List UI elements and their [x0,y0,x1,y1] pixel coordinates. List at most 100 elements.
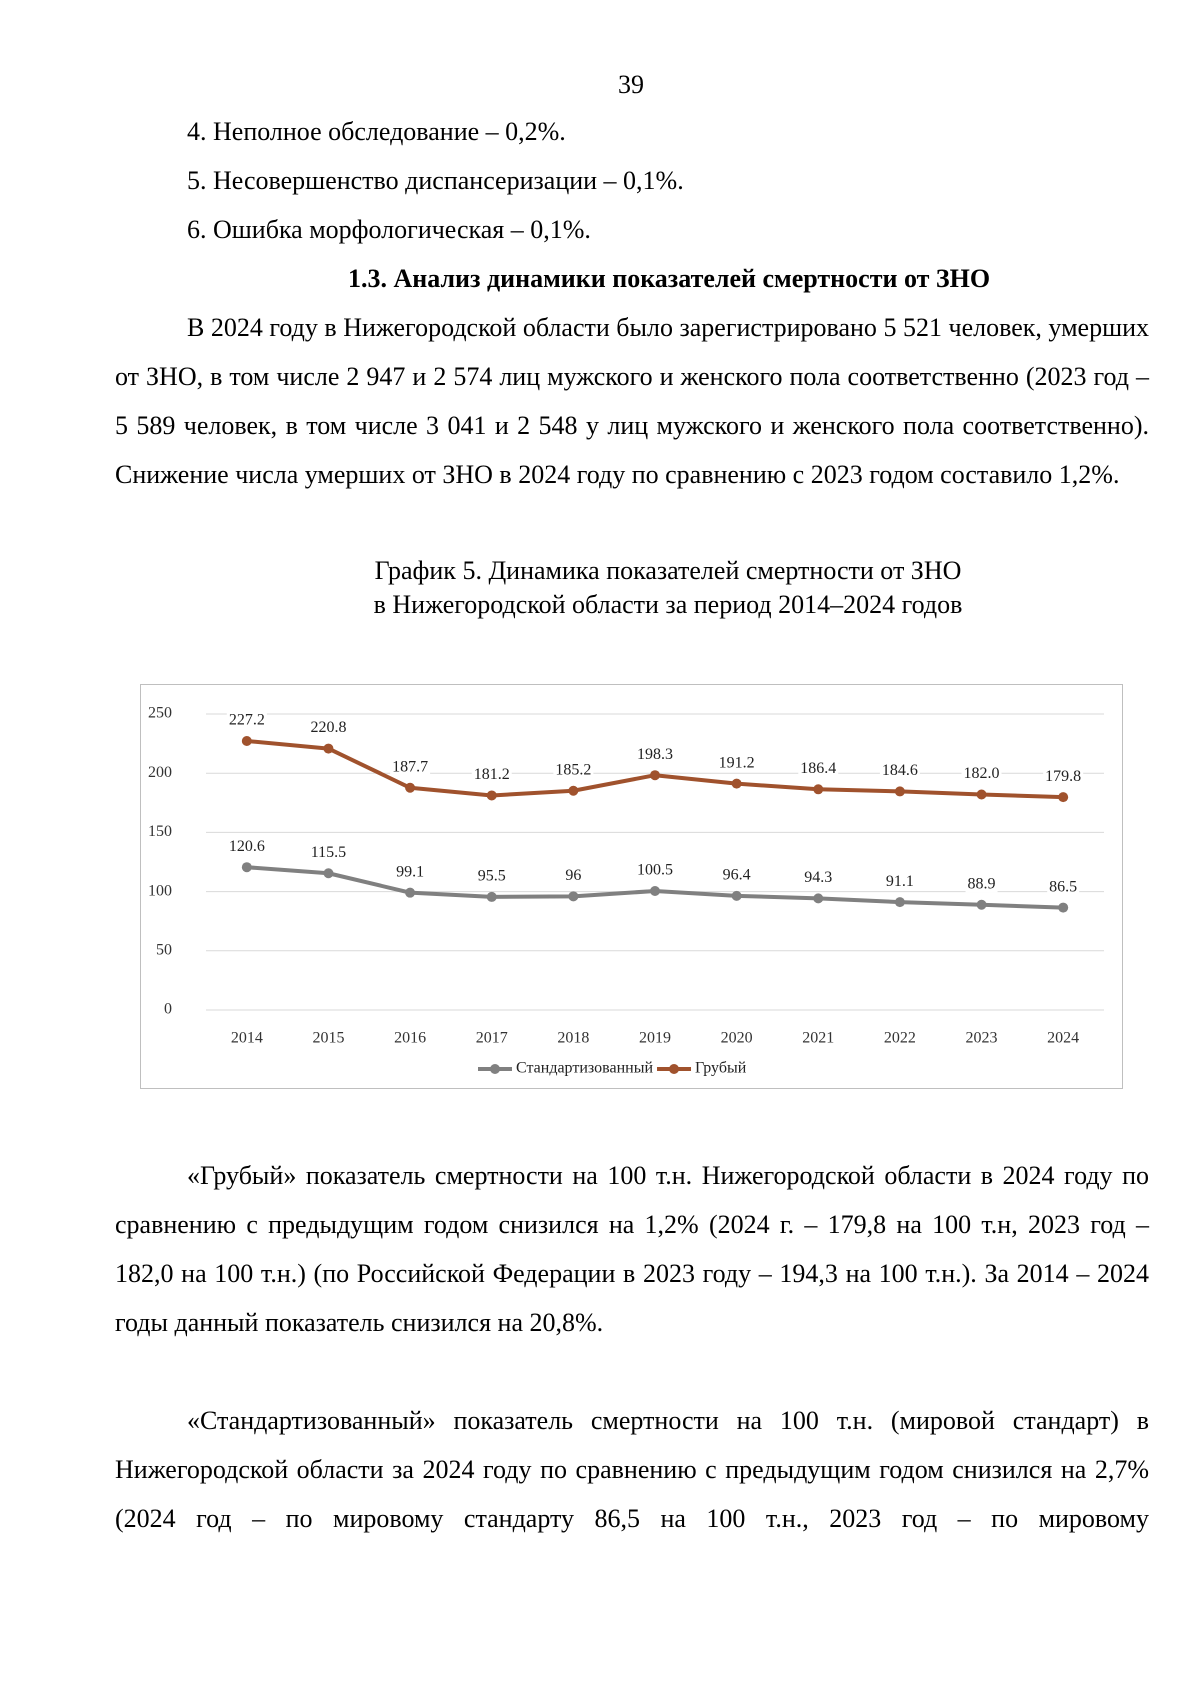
data-label-bg [394,863,427,881]
marker [323,743,334,754]
paragraph: «Стандартизованный» показатель смертност… [115,1406,1149,1533]
data-label-bg [798,759,839,777]
data-label: 86.5 [1049,878,1077,895]
x-tick-label: 2020 [721,1030,753,1047]
x-tick-label: 2017 [476,1030,508,1047]
data-label-bg [965,875,998,893]
marker [568,891,579,902]
data-label: 185.2 [555,761,591,778]
list-item: 4. Неполное обследование – 0,2%. [187,117,566,146]
section-heading: 1.3. Анализ динамики показателей смертно… [347,264,991,293]
data-label-bg [1047,878,1080,896]
data-label: 91.1 [886,873,914,890]
data-label-bg [1043,767,1084,785]
marker [976,789,987,800]
data-label: 181.2 [474,766,510,783]
caption: в Нижегородской области за период 2014–2… [373,590,963,619]
marker [894,897,905,908]
chart: 0 50 100 150 200 250 2014 2015 2016 2017 2018 2019 2… [140,684,1123,1089]
data-label: 95.5 [478,868,506,885]
data-label: 220.8 [310,719,346,736]
data-label-bg [226,711,267,729]
x-tick-label: 2014 [231,1030,263,1047]
x-tick-label: 2024 [1047,1030,1079,1047]
data-label: 115.5 [311,844,346,861]
data-label-bg [308,843,349,861]
data-label-bg [553,761,594,779]
data-label-bg [883,872,916,890]
y-tick-label: 150 [148,823,172,840]
data-label-bg [961,765,1002,783]
data-label-bg [802,869,835,887]
data-label: 88.9 [968,875,996,892]
y-tick-label: 50 [156,941,172,958]
x-tick-label: 2022 [884,1030,916,1047]
chart-frame [140,684,1123,1089]
data-label: 179.8 [1045,768,1081,785]
list-item: 5. Несовершенство диспансеризации – 0,1%… [187,166,684,195]
marker [731,890,742,901]
marker [486,891,497,902]
caption: График 5. Динамика показателей смертност… [374,556,962,585]
data-label: 120.6 [229,838,265,855]
data-label-bg [390,758,431,776]
marker [813,893,824,904]
data-label: 96 [565,867,581,884]
marker [568,785,579,796]
marker [813,784,824,795]
marker [894,786,905,797]
data-label-bg [563,867,584,885]
marker [486,790,497,801]
data-label: 99.1 [396,863,424,880]
paragraph: В 2024 году в Нижегородской области было… [115,313,1149,489]
data-label: 191.2 [719,754,755,771]
data-label: 186.4 [800,760,836,777]
data-label: 198.3 [637,746,673,763]
legend-marker [490,1064,500,1074]
data-label-bg [226,837,267,855]
list-item: 6. Ошибка морфологическая – 0,1%. [187,215,591,244]
y-tick-label: 0 [164,1001,172,1018]
paragraph: «Грубый» показатель смертности на 100 т.… [115,1161,1149,1337]
data-label: 227.2 [229,712,265,729]
data-label: 100.5 [637,862,673,879]
x-tick-label: 2023 [966,1030,998,1047]
data-label-bg [720,866,753,884]
marker [731,778,742,789]
data-label-bg [635,861,675,879]
marker [1058,902,1069,913]
marker [405,782,416,793]
marker [241,735,252,746]
legend-label: Грубый [695,1060,747,1077]
y-tick-label: 250 [148,705,172,722]
data-label-bg [308,719,349,737]
marker [241,862,252,873]
legend-marker [669,1064,680,1074]
marker [650,886,660,897]
data-label: 182.0 [964,765,1000,782]
data-label: 187.7 [392,758,428,775]
data-label-bg [879,762,920,780]
data-label-bg [475,867,508,885]
data-label: 184.6 [882,762,918,779]
marker [1058,792,1069,803]
data-label-bg [716,754,757,772]
x-tick-label: 2016 [394,1030,426,1047]
legend-label: Стандартизованный [516,1060,653,1077]
data-label-bg [471,766,512,784]
marker [650,770,660,781]
page-number: 39 [618,70,644,99]
marker [323,868,334,879]
marker [405,887,416,898]
data-label: 94.3 [804,869,832,886]
y-tick-label: 200 [148,764,172,781]
marker [976,899,987,910]
x-tick-label: 2018 [557,1030,589,1047]
y-tick-label: 100 [148,882,172,899]
x-tick-label: 2019 [639,1030,671,1047]
data-label: 96.4 [723,867,751,884]
x-tick-label: 2015 [312,1030,344,1047]
x-tick-label: 2021 [802,1030,834,1047]
data-label-bg [635,745,675,763]
